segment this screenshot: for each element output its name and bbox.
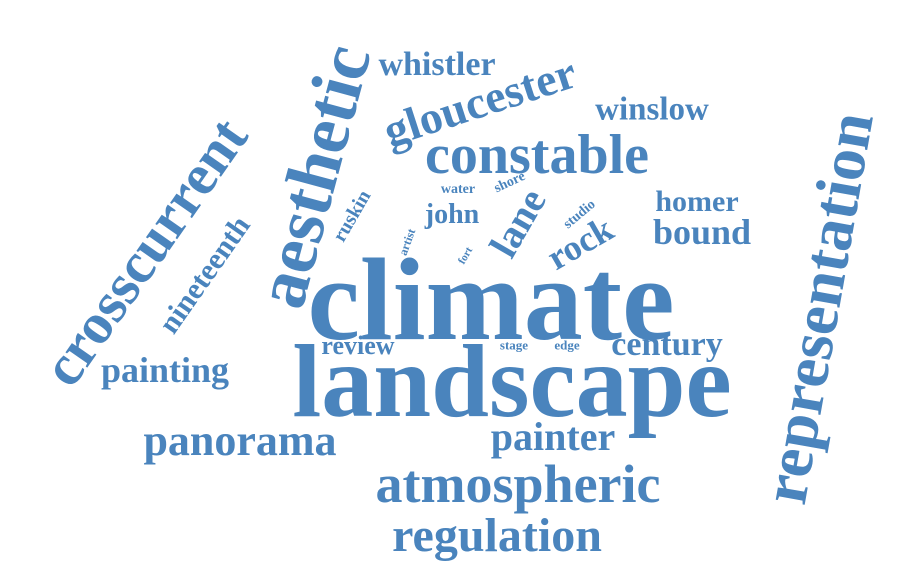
word: landscape	[292, 324, 732, 439]
word: winslow	[595, 91, 709, 128]
word: constable	[425, 124, 649, 186]
word: panorama	[143, 416, 337, 465]
word: climate	[307, 234, 675, 365]
word: painting	[100, 350, 230, 390]
word: atmospheric	[375, 454, 661, 514]
word: review	[321, 331, 395, 360]
word: water	[440, 182, 476, 197]
word: john	[424, 199, 480, 230]
word: homer	[655, 185, 739, 218]
word: edge	[554, 337, 580, 353]
word: painter	[490, 414, 616, 459]
word: stage	[499, 337, 529, 353]
word: whistler	[378, 46, 496, 83]
word: regulation	[392, 509, 602, 562]
word: century	[611, 326, 723, 363]
word: bound	[652, 212, 752, 252]
word: representation	[748, 106, 887, 509]
